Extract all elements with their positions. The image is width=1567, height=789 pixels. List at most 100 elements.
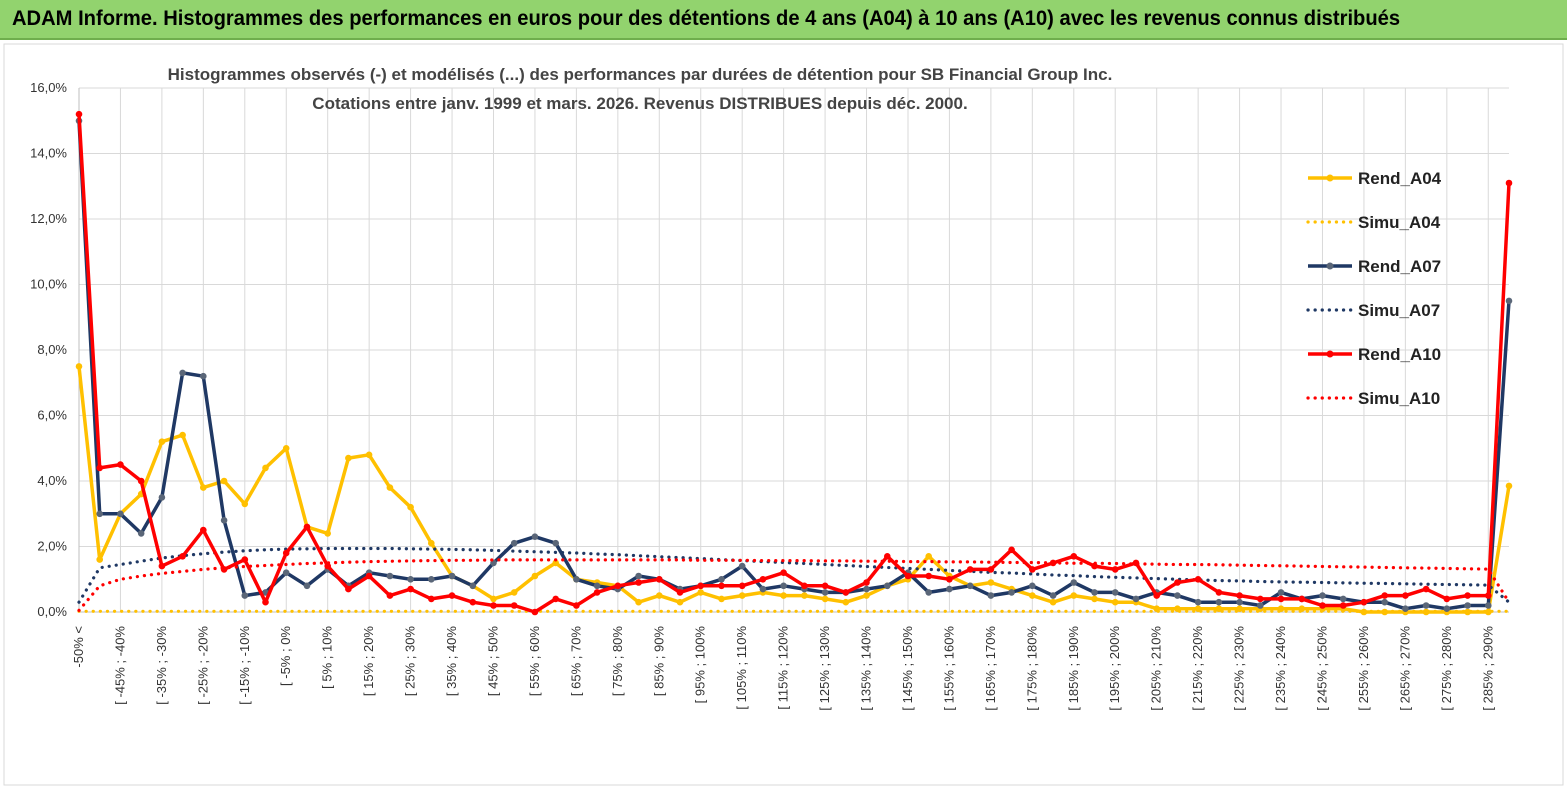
data-point bbox=[241, 592, 249, 599]
data-point bbox=[1402, 592, 1409, 599]
data-point bbox=[966, 566, 974, 573]
x-tick-label: [ 55% ; 60% bbox=[527, 626, 542, 697]
data-point bbox=[842, 598, 850, 606]
data-point bbox=[884, 582, 891, 590]
x-tick-label: [ 15% ; 20% bbox=[361, 626, 376, 697]
data-point bbox=[303, 523, 311, 531]
data-point bbox=[428, 595, 435, 603]
data-point bbox=[780, 569, 787, 576]
y-tick-label: 10,0% bbox=[30, 277, 67, 292]
data-point bbox=[262, 598, 269, 606]
x-tick-label: [ 235% ; 240% bbox=[1273, 626, 1288, 711]
x-tick-label: [ 125% ; 130% bbox=[817, 626, 832, 711]
data-point bbox=[179, 369, 186, 377]
data-point bbox=[1443, 605, 1451, 612]
data-point bbox=[200, 372, 207, 380]
x-tick-label: [ 185% ; 190% bbox=[1066, 626, 1081, 711]
data-point bbox=[282, 445, 290, 452]
data-point bbox=[324, 530, 332, 537]
chart-border bbox=[3, 43, 1564, 786]
data-point bbox=[531, 533, 539, 540]
data-point bbox=[158, 494, 166, 501]
data-point bbox=[428, 576, 435, 583]
data-point bbox=[1360, 598, 1368, 606]
series-Rend_A10 bbox=[75, 110, 1513, 616]
data-point bbox=[220, 517, 228, 524]
data-point bbox=[987, 566, 995, 573]
report-banner: ADAM Informe. Histogrammes des performan… bbox=[0, 0, 1567, 40]
data-point bbox=[469, 598, 477, 606]
x-tick-label: [ 5% ; 10% bbox=[320, 626, 335, 689]
x-tick-label: [ 45% ; 50% bbox=[485, 626, 500, 697]
x-tick-label: [ 255% ; 260% bbox=[1356, 626, 1371, 711]
data-point bbox=[1070, 592, 1078, 599]
data-point bbox=[1091, 589, 1098, 596]
x-tick-label: [ 25% ; 30% bbox=[403, 626, 418, 697]
x-tick-label: [ 195% ; 200% bbox=[1107, 626, 1122, 711]
data-point bbox=[987, 579, 995, 586]
data-point bbox=[117, 510, 124, 518]
data-point bbox=[1339, 595, 1347, 603]
data-point bbox=[510, 589, 518, 596]
data-point bbox=[531, 572, 539, 580]
data-point bbox=[469, 582, 477, 590]
y-tick-label: 4,0% bbox=[37, 473, 67, 488]
data-point bbox=[365, 572, 373, 580]
y-tick-label: 0,0% bbox=[37, 604, 67, 619]
legend-label: Simu_A07 bbox=[1358, 301, 1440, 320]
data-point bbox=[635, 579, 642, 586]
x-tick-label: [ 65% ; 70% bbox=[568, 626, 583, 697]
data-point bbox=[1194, 576, 1202, 583]
data-point bbox=[738, 592, 746, 599]
data-point bbox=[1298, 595, 1306, 603]
y-tick-label: 12,0% bbox=[30, 211, 67, 226]
data-point bbox=[656, 592, 663, 599]
x-tick-label: [ 95% ; 100% bbox=[693, 626, 708, 704]
data-point bbox=[1008, 589, 1015, 596]
data-point bbox=[738, 562, 746, 570]
x-tick-label: -50% < bbox=[71, 626, 86, 668]
data-point bbox=[1485, 608, 1492, 616]
report-banner-title: ADAM Informe. Histogrammes des performan… bbox=[12, 7, 1401, 30]
data-point bbox=[1464, 592, 1471, 599]
data-point bbox=[220, 477, 228, 485]
data-point bbox=[946, 576, 953, 583]
x-tick-label: [ -45% ; -40% bbox=[112, 626, 127, 705]
data-point bbox=[925, 572, 932, 580]
x-tick-label: [ 265% ; 270% bbox=[1397, 626, 1412, 711]
data-point bbox=[946, 585, 953, 593]
performance-histogram-chart: 0,0% 2,0% 4,0% 6,0% 8,0% 10,0% 12,0% 14,0% 16,0%… bbox=[0, 40, 1567, 789]
data-point bbox=[282, 549, 290, 557]
data-point bbox=[863, 585, 870, 593]
data-point bbox=[821, 589, 829, 596]
data-point bbox=[614, 582, 622, 590]
data-point bbox=[345, 454, 352, 462]
data-point bbox=[241, 556, 249, 563]
data-point bbox=[386, 572, 394, 580]
series-line bbox=[77, 114, 1511, 614]
legend-marker bbox=[1326, 350, 1334, 358]
data-point bbox=[345, 585, 352, 593]
data-point bbox=[552, 595, 559, 603]
legend-entry: Simu_A04 bbox=[1306, 213, 1441, 232]
data-point bbox=[1422, 602, 1430, 609]
data-point bbox=[324, 562, 332, 570]
data-point bbox=[137, 530, 145, 537]
legend-entry: Rend_A10 bbox=[1308, 345, 1441, 364]
data-point bbox=[801, 592, 808, 599]
legend-label: Simu_A04 bbox=[1358, 213, 1441, 232]
data-point bbox=[96, 556, 103, 563]
data-point bbox=[386, 484, 394, 491]
data-point bbox=[407, 503, 414, 511]
legend: Rend_A04 Simu_A04 Rend_A07 Simu_A07 Rend_A10… bbox=[1306, 169, 1442, 408]
x-tick-label: [ -5% ; 0% bbox=[278, 626, 293, 686]
data-point bbox=[552, 539, 559, 547]
data-point bbox=[386, 592, 394, 599]
x-tick-label: [ 215% ; 220% bbox=[1190, 626, 1205, 711]
series-line bbox=[77, 546, 1511, 604]
data-point bbox=[1111, 598, 1119, 606]
data-point bbox=[200, 484, 207, 491]
data-point bbox=[1070, 579, 1078, 586]
data-point bbox=[1070, 553, 1078, 560]
data-point bbox=[117, 461, 124, 468]
